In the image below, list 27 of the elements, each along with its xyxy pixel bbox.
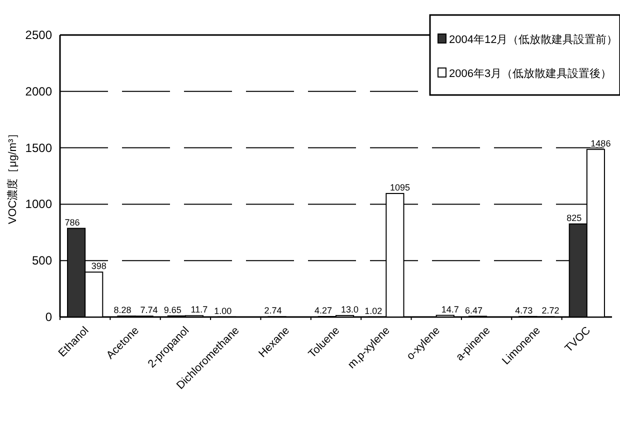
data-label: 1095 [390, 182, 410, 192]
data-label: 398 [91, 261, 106, 272]
data-label: 13.0 [341, 304, 359, 315]
data-label: 11.7 [190, 304, 208, 315]
data-label: 2.74 [264, 306, 282, 316]
data-label: 1.02 [364, 306, 382, 316]
legend-label: 2004年12月（低放散建具設置前） [449, 33, 618, 46]
y-tick-label: 2000 [25, 84, 52, 98]
y-tick-label: 2500 [25, 28, 52, 42]
y-tick-label: 500 [32, 254, 52, 268]
data-label: 2.72 [542, 306, 560, 316]
data-label: 825 [566, 212, 582, 223]
legend-label: 2006年3月（低放散建具設置後） [449, 67, 612, 80]
data-label: 4.73 [515, 305, 533, 316]
y-axis-title: VOC濃度［μg/m³］ [6, 128, 19, 224]
y-tick-label: 1500 [25, 140, 52, 155]
data-label: 9.65 [164, 304, 182, 315]
data-label: 7.74 [140, 305, 158, 316]
y-tick-label: 0 [45, 310, 52, 324]
data-label: 1486 [590, 138, 611, 148]
data-label: 8.28 [114, 305, 132, 316]
data-label: 6.47 [465, 305, 483, 316]
data-label: 14.7 [441, 304, 459, 314]
data-label: 786 [64, 217, 80, 228]
data-label: 1.00 [214, 306, 232, 316]
y-tick-label: 1000 [25, 197, 52, 212]
data-label: 4.27 [314, 306, 332, 316]
